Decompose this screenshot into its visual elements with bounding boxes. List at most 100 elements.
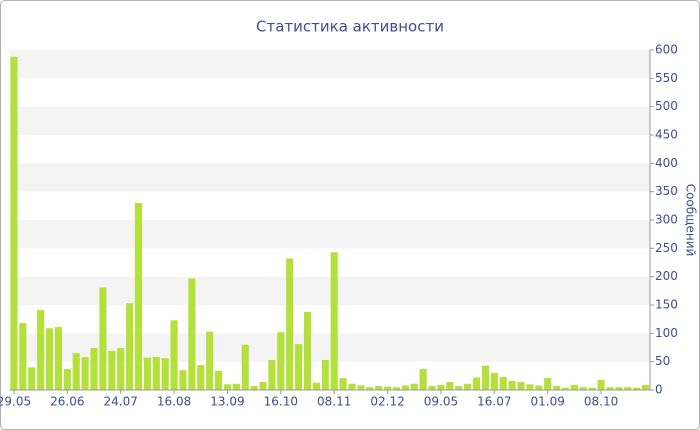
bar	[517, 382, 525, 390]
bar	[277, 332, 285, 390]
bar	[384, 386, 392, 390]
y-tick-label: 500	[655, 99, 678, 113]
bar	[250, 386, 258, 390]
y-tick-label: 250	[655, 241, 678, 255]
bar	[10, 56, 18, 391]
bar	[499, 376, 507, 390]
bar	[348, 383, 356, 390]
bar	[321, 359, 329, 390]
x-tick-label: 16.07	[477, 395, 511, 409]
y-tick-label: 550	[655, 71, 678, 85]
bar	[606, 387, 614, 390]
grid-band	[9, 220, 650, 249]
bar	[526, 384, 534, 390]
y-tick-label: 300	[655, 213, 678, 227]
bar	[303, 311, 312, 390]
bar	[295, 344, 303, 390]
y-tick-label: 450	[655, 128, 678, 142]
bar	[117, 348, 125, 390]
grid-band	[9, 163, 650, 192]
x-tick-label: 02.12	[370, 395, 404, 409]
bar	[579, 387, 587, 390]
bar	[535, 385, 543, 390]
x-tick-label: 09.05	[424, 395, 458, 409]
bar	[259, 382, 267, 390]
bar	[508, 380, 516, 390]
bar	[375, 386, 383, 390]
bar	[366, 387, 374, 390]
bar	[161, 358, 169, 390]
bar	[108, 350, 116, 390]
x-tick-label: 26.06	[50, 395, 84, 409]
bar	[615, 387, 623, 390]
bar	[392, 387, 401, 390]
bar	[188, 278, 196, 390]
bar	[481, 365, 489, 390]
bar	[152, 357, 160, 390]
y-tick-label: 150	[655, 298, 678, 312]
bar	[54, 327, 62, 390]
bar	[134, 203, 143, 390]
x-tick-label: 13.09	[210, 395, 244, 409]
bar	[588, 387, 596, 390]
bar	[561, 387, 570, 390]
bar	[90, 348, 98, 390]
bar	[214, 370, 223, 390]
bar	[170, 320, 178, 390]
bar	[401, 385, 409, 390]
bar	[312, 382, 320, 390]
bar	[357, 385, 365, 390]
y-tick-label: 600	[655, 43, 678, 57]
y-tick-label: 200	[655, 269, 678, 283]
bar	[286, 258, 294, 390]
chart-title: Статистика активности	[256, 18, 444, 36]
bar	[570, 384, 578, 390]
x-tick-label: 01.09	[531, 395, 565, 409]
bar	[597, 379, 605, 390]
bar	[37, 310, 45, 390]
y-tick-label: 100	[655, 326, 678, 340]
bar	[419, 369, 427, 390]
bar	[232, 383, 240, 390]
bar	[179, 370, 187, 390]
bar	[72, 353, 80, 390]
bar	[428, 386, 436, 390]
bar	[223, 384, 232, 390]
bar	[28, 367, 36, 390]
x-tick-label: 29.05	[0, 395, 31, 409]
bar	[410, 383, 418, 390]
y-tick-label: 50	[655, 354, 670, 368]
x-tick-label: 16.08	[157, 395, 191, 409]
bar	[490, 373, 498, 390]
bar	[206, 331, 214, 390]
bar	[446, 382, 454, 390]
bar	[339, 378, 347, 390]
grid-band	[9, 106, 650, 135]
y-tick-label: 0	[655, 383, 663, 397]
bar	[19, 323, 27, 390]
bar	[268, 359, 276, 390]
y-tick-label: 350	[655, 184, 678, 198]
x-tick-label: 16.10	[264, 395, 298, 409]
bar	[544, 378, 552, 390]
bar	[99, 287, 107, 390]
bar	[63, 369, 71, 390]
bar	[197, 365, 205, 390]
bar	[81, 357, 89, 390]
bar	[126, 303, 134, 390]
bar	[241, 344, 249, 390]
bar	[464, 383, 472, 390]
grid-band	[9, 276, 650, 305]
grid-band	[9, 50, 650, 79]
bar	[472, 377, 481, 390]
bar	[624, 387, 632, 390]
bar	[641, 384, 650, 390]
y-axis-label: Сообщений	[684, 184, 698, 257]
bar	[553, 386, 561, 390]
grid-band	[9, 333, 650, 362]
bar	[45, 328, 54, 390]
x-tick-label: 24.07	[104, 395, 138, 409]
y-tick-label: 400	[655, 156, 678, 170]
bar	[330, 252, 338, 390]
